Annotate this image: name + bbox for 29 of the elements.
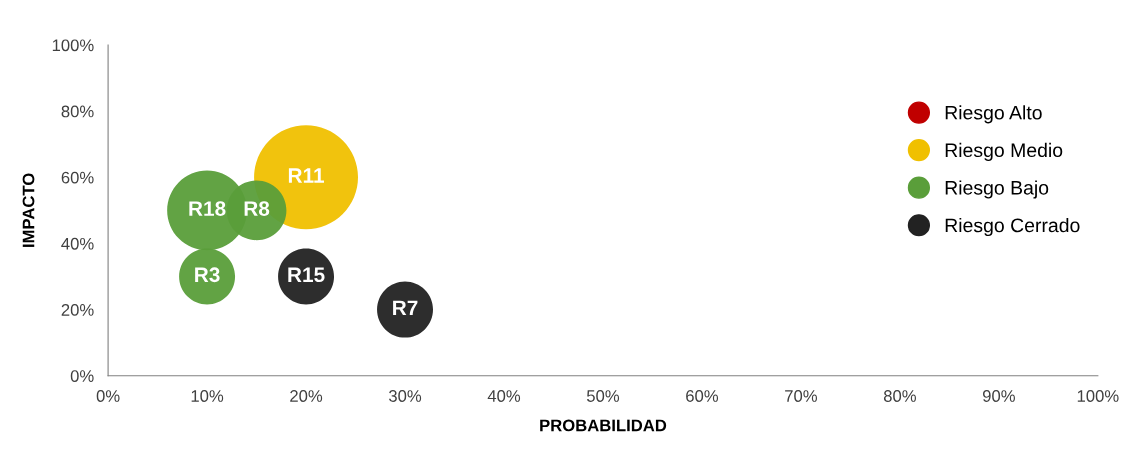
x-tick-label: 20% [290, 390, 323, 402]
y-tick-label: 80% [61, 105, 94, 118]
y-tick-label: 100% [52, 39, 94, 52]
y-tick-label: 60% [61, 171, 94, 184]
legend-label: Riesgo Alto [945, 105, 1042, 124]
y-tick-label: 20% [61, 304, 94, 316]
y-tick-label: 0% [70, 370, 94, 382]
x-tick-label: 70% [785, 390, 818, 402]
x-tick-label: 60% [686, 390, 719, 402]
x-tick-label: 40% [487, 390, 521, 402]
annotation: R8 [244, 201, 270, 216]
legend-label: Riesgo Bajo [945, 180, 1049, 199]
annotation: R7 [393, 300, 418, 315]
legend-label: Riesgo Cerrado [945, 217, 1080, 237]
annotation: R3 [195, 267, 220, 283]
x-axis-title: PROBABILIDAD [540, 419, 667, 432]
y-tick-label: 40% [61, 237, 94, 250]
x-tick-label: 0% [96, 390, 120, 402]
x-tick-label: 10% [191, 390, 224, 402]
x-tick-label: 90% [982, 390, 1015, 402]
y-axis-title: IMPACTO [22, 173, 35, 247]
x-tick-label: 100% [1077, 390, 1119, 402]
annotation: R15 [288, 267, 325, 283]
x-tick-label: 50% [586, 390, 620, 402]
legend-label: Riesgo Medio [945, 142, 1063, 161]
annotation: R18 [189, 201, 226, 216]
annotation: R11 [288, 168, 324, 183]
x-tick-label: 30% [388, 390, 422, 402]
x-tick-label: 80% [883, 390, 916, 402]
